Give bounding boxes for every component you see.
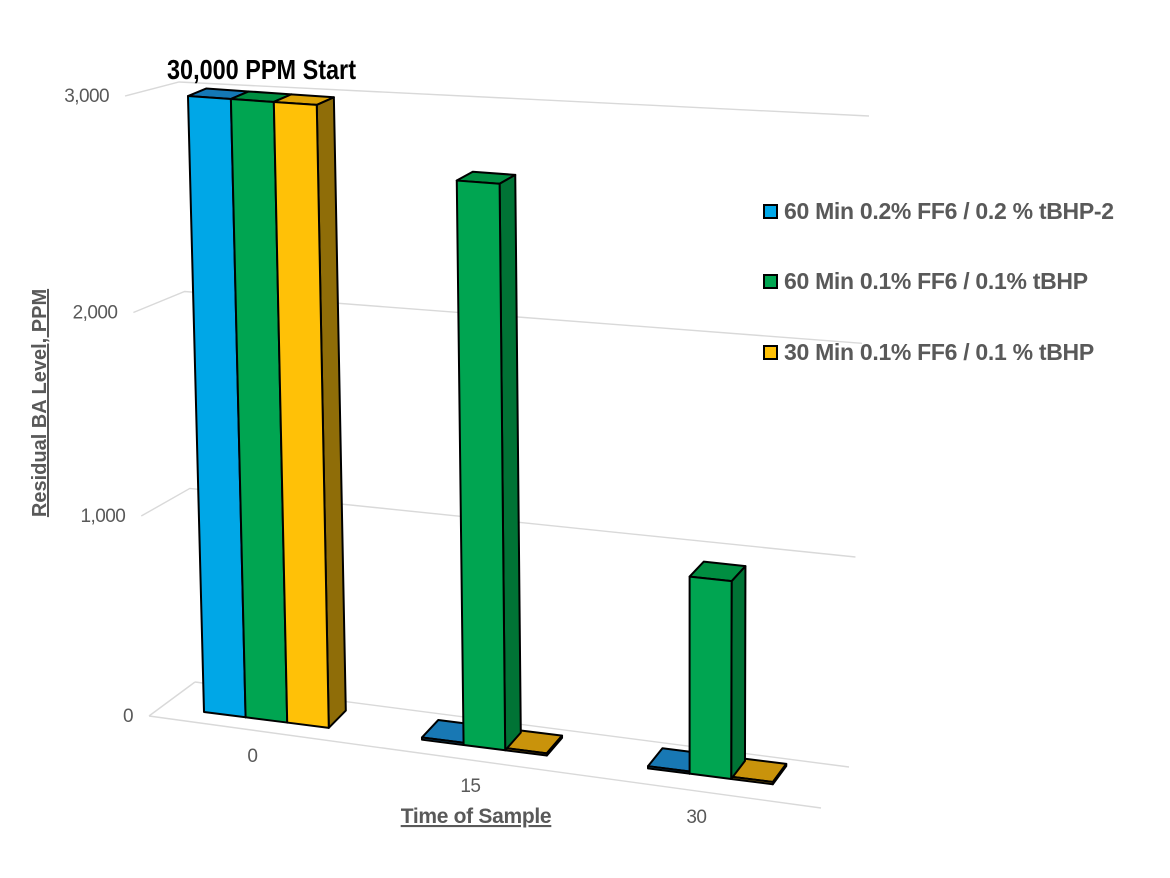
gridline-3000 [124,81,870,117]
bar-front-face [272,100,330,729]
legend-swatch-icon [763,273,778,289]
gridline-1000 [140,487,856,558]
bar-front-face [688,575,733,780]
legend-item-2[interactable]: 30 Min 0.1% FF6 / 0.1 % tBHP [763,338,1094,365]
legend-swatch-icon [763,203,778,219]
bar-side-face [730,565,747,780]
floor-left-edge [148,681,196,717]
legend-item-0[interactable]: 60 Min 0.2% FF6 / 0.2 % tBHP-2 [763,197,1114,224]
legend-item-1[interactable]: 60 Min 0.1% FF6 / 0.1% tBHP [763,267,1088,294]
bars [186,87,788,786]
gridline-2000 [133,290,863,345]
legend-swatch-icon [763,344,778,360]
value-axis-labels: 0 1,000 2,000 3,000 [64,86,133,727]
xtick-label-0: 0 [247,746,257,767]
ytick-label-1000: 1,000 [81,506,126,527]
chart-title: 30,000 PPM Start [167,54,356,85]
legend-label: 60 Min 0.2% FF6 / 0.2 % tBHP-2 [784,197,1114,224]
x-axis-title: Time of Sample [401,805,552,828]
xtick-label-15: 15 [460,776,480,797]
ytick-label-0: 0 [123,706,133,727]
legend-label: 60 Min 0.1% FF6 / 0.1% tBHP [784,267,1088,294]
ytick-label-3000: 3,000 [64,86,109,107]
ytick-label-2000: 2,000 [73,303,118,324]
floor-front-edge [148,715,822,809]
y-axis-title: Residual BA Level, PPM [29,289,51,517]
category-axis-labels: 0 15 30 [247,746,707,828]
legend-label: 30 Min 0.1% FF6 / 0.1 % tBHP [784,338,1094,365]
xtick-label-30: 30 [686,807,706,828]
bar-60-min-0-1-ff6-0-1-tbhp-cat-30[interactable] [688,560,747,780]
bar-30-min-0-1-ff6-0-1-tbhp-cat-0[interactable] [272,93,347,729]
bar-front-face [455,179,507,752]
bar-60-min-0-1-ff6-0-1-tbhp-cat-15[interactable] [455,170,522,752]
